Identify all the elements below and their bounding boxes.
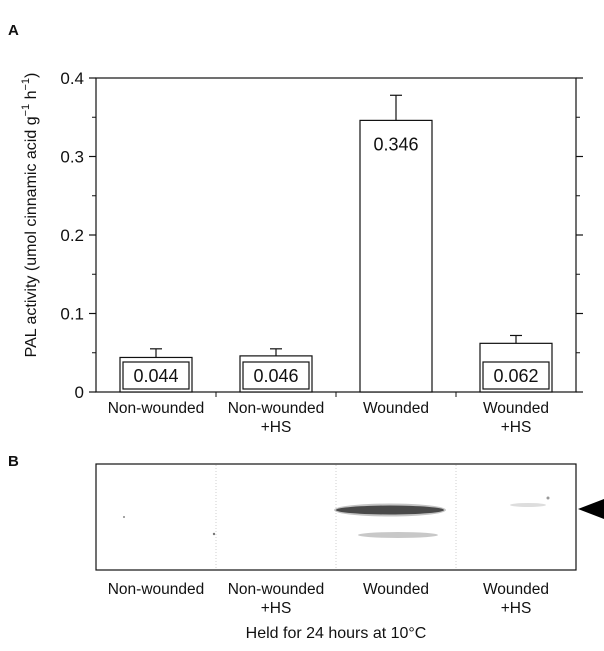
y-tick-label: 0.1: [60, 305, 84, 324]
x-category-label: +HS: [261, 419, 292, 436]
bar-value-label: 0.346: [373, 134, 418, 154]
speck: [212, 532, 216, 536]
y-tick-label: 0: [75, 383, 84, 402]
speck: [123, 516, 125, 518]
faint-band: [510, 503, 546, 507]
panel-a-letter: A: [8, 22, 19, 39]
blot-lane-label: Wounded: [483, 581, 549, 598]
y-tick-label: 0.2: [60, 226, 84, 245]
blot-lane-label: +HS: [261, 600, 292, 617]
western-blot: [95, 463, 604, 571]
protein-band-upper: [336, 505, 444, 515]
y-tick-label: 0.4: [60, 69, 84, 88]
x-category-label: +HS: [501, 419, 532, 436]
x-category-label: Wounded: [483, 400, 549, 417]
blot-lane-label: Wounded: [363, 581, 429, 598]
blot-lane-labels: Non-wounded Non-wounded +HS Wounded Wounded +…: [108, 581, 549, 617]
bar-value-label: 0.062: [493, 366, 538, 386]
panel-b-letter: B: [8, 453, 19, 470]
blot-caption: Held for 24 hours at 10°C: [246, 625, 427, 642]
y-tick-label: 0.3: [60, 148, 84, 167]
protein-band-upper-halo: [334, 503, 446, 517]
protein-band-lower: [358, 532, 438, 538]
value-label-box: [242, 361, 310, 390]
x-category-label: Non-wounded: [228, 400, 325, 417]
x-category-label: Non-wounded: [108, 400, 205, 417]
x-category-label: Wounded: [363, 400, 429, 417]
y-axis-title: PAL activity (umol cinnamic acid g−1 h−1…: [20, 73, 40, 358]
bar-value-label: 0.046: [253, 366, 298, 386]
bar: [359, 119, 433, 393]
speck: [546, 496, 550, 500]
bar-value-label: 0.044: [133, 366, 178, 386]
blot-lane-label: +HS: [501, 600, 532, 617]
band-arrow-icon: [578, 499, 604, 519]
value-label-box: [482, 361, 550, 390]
blot-lane-label: Non-wounded: [228, 581, 325, 598]
bar-chart: 0 0.1 0.2 0.3 0.4 0.044 Non-wounded 0.046 Non-wo…: [60, 69, 583, 436]
blot-lane-label: Non-wounded: [108, 581, 205, 598]
value-label-box: [122, 361, 190, 390]
